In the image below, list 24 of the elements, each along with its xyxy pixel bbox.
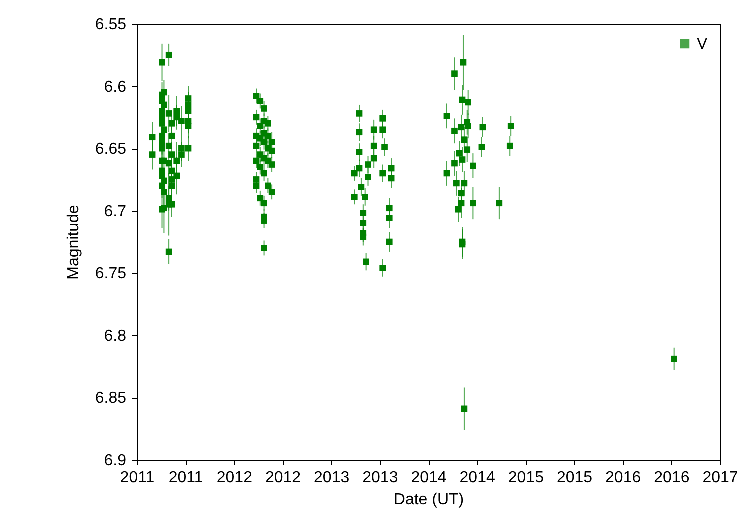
x-axis-title: Date (UT) [394,492,464,508]
y-tick-label: 6.7 [104,203,127,220]
y-tick-label: 6.65 [95,141,127,158]
y-tick-label: 6.9 [104,452,127,470]
y-tick-label: 6.6 [104,78,127,96]
y-axis-title: Magnitude [65,205,82,280]
x-tick-label: 2014 [411,470,447,486]
x-tick-label: 2016 [606,470,642,486]
y-tick-label: 6.55 [95,16,127,34]
x-tick-label: 2017 [702,470,738,486]
x-tick-label: 2011 [168,470,204,486]
x-tick-label: 2012 [265,470,302,486]
x-tick-label: 2012 [216,470,253,486]
x-tick-label: 2016 [654,470,690,486]
x-tick-label: 2015 [556,470,593,486]
legend-label: V [697,36,708,53]
x-tick-label: 2013 [362,470,398,486]
x-tick-label: 2011 [120,470,155,486]
y-tick-label: 6.8 [104,328,127,345]
x-tick-label: 2014 [460,470,496,486]
x-tick-label: 2015 [508,470,544,486]
y-tick-label: 6.75 [95,266,127,283]
y-tick-label: 6.85 [95,390,127,408]
x-tick-label: 2013 [314,470,350,486]
